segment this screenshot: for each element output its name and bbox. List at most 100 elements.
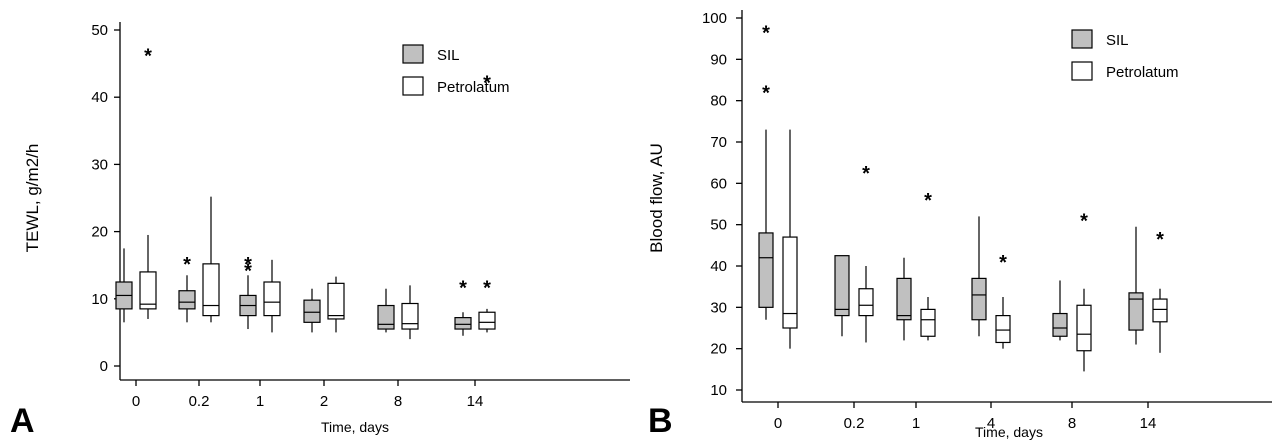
panel-label: A xyxy=(10,402,35,440)
box-body xyxy=(202,263,220,317)
box-sil-0: ** xyxy=(758,22,774,320)
box-body xyxy=(1152,298,1168,323)
box-petrolatum-2 xyxy=(327,276,345,333)
box-body xyxy=(139,271,157,310)
box-body xyxy=(1128,292,1144,331)
outlier-point: * xyxy=(762,22,770,44)
y-tick-label: 80 xyxy=(710,93,727,110)
y-tick-label: 40 xyxy=(91,89,108,106)
y-tick-label: 10 xyxy=(710,382,727,399)
outlier-point: * xyxy=(762,82,770,104)
y-axis-title: Blood flow, AU xyxy=(647,143,666,253)
box-petrolatum-1: * xyxy=(920,190,936,341)
box-petrolatum-0: * xyxy=(139,46,157,319)
box-body xyxy=(377,304,395,330)
legend-swatch xyxy=(1071,29,1093,49)
outlier-point: * xyxy=(144,46,152,68)
box-petrolatum-1 xyxy=(263,259,281,333)
box-sil-1 xyxy=(896,257,912,341)
y-tick-label: 40 xyxy=(710,258,727,275)
box-sil-0 xyxy=(115,248,133,323)
legend-swatch xyxy=(1071,61,1093,81)
legend-label: SIL xyxy=(437,47,460,64)
y-tick-label: 70 xyxy=(710,134,727,151)
x-tick-label: 0.2 xyxy=(189,393,210,410)
box-body xyxy=(995,315,1011,344)
box-sil-14: * xyxy=(454,277,472,336)
panel-a-chart: 0 10 20 30 40 50 0 0.2 1 2 8 14 TEWL, g/m2/h Time, da… xyxy=(10,22,630,440)
box-petrolatum-8 xyxy=(401,285,419,340)
box-body xyxy=(327,282,345,320)
outlier-point: * xyxy=(862,163,870,185)
box-sil-0.2 xyxy=(834,255,850,337)
outlier-point: * xyxy=(1080,210,1088,232)
box-sil-1: ** xyxy=(239,254,257,330)
x-tick-label: 0 xyxy=(132,393,140,410)
legend-item-sil: SIL xyxy=(1071,29,1129,49)
x-tick-label: 14 xyxy=(467,393,484,410)
legend-swatch xyxy=(402,44,424,64)
y-tick-label: 10 xyxy=(91,291,108,308)
x-tick-label: 14 xyxy=(1140,415,1157,432)
box-sil-4 xyxy=(971,216,987,337)
box-body xyxy=(454,317,472,330)
box-body xyxy=(920,308,936,337)
x-tick-label: 4 xyxy=(987,415,995,432)
outlier-point: * xyxy=(244,254,252,276)
box-petrolatum-14: ** xyxy=(478,72,496,333)
y-tick-label: 30 xyxy=(91,156,108,173)
legend-swatch xyxy=(402,76,424,96)
box-body xyxy=(478,311,496,330)
y-tick-label: 20 xyxy=(91,224,108,241)
y-tick-label: 30 xyxy=(710,299,727,316)
box-body xyxy=(834,255,850,317)
y-tick-label: 60 xyxy=(710,175,727,192)
x-tick-label: 1 xyxy=(912,415,920,432)
legend-label: Petrolatum xyxy=(437,79,510,96)
box-petrolatum-0 xyxy=(782,129,798,349)
legend-label: SIL xyxy=(1106,32,1129,49)
box-petrolatum-8: * xyxy=(1076,210,1092,372)
x-tick-label: 2 xyxy=(320,393,328,410)
box-body xyxy=(858,288,874,317)
legend-label: Petrolatum xyxy=(1106,64,1179,81)
y-tick-label: 20 xyxy=(710,341,727,358)
box-body xyxy=(263,281,281,317)
box-sil-0.2: * xyxy=(178,254,196,323)
x-tick-label: 0.2 xyxy=(844,415,865,432)
y-axis-title: TEWL, g/m2/h xyxy=(23,144,42,253)
y-tick-label: 90 xyxy=(710,51,727,68)
box-body xyxy=(401,302,419,330)
x-axis-title: Time, days xyxy=(321,419,389,435)
legend-item-petrolatum: Petrolatum xyxy=(402,76,510,96)
legend-item-petrolatum: Petrolatum xyxy=(1071,61,1179,81)
box-petrolatum-14: * xyxy=(1152,229,1168,353)
outlier-point: * xyxy=(483,277,491,299)
box-body xyxy=(303,299,321,323)
box-sil-8 xyxy=(1052,280,1068,341)
box-body xyxy=(971,277,987,321)
legend-item-sil: SIL xyxy=(402,44,460,64)
y-tick-label: 100 xyxy=(702,10,727,27)
box-body xyxy=(1052,312,1068,337)
outlier-point: * xyxy=(483,72,491,94)
outlier-point: * xyxy=(459,277,467,299)
outlier-point: * xyxy=(999,252,1007,274)
outlier-point: * xyxy=(924,190,932,212)
box-body xyxy=(1076,304,1092,352)
outlier-point: * xyxy=(183,254,191,276)
box-sil-8 xyxy=(377,288,395,333)
x-axis-title: Time, days xyxy=(975,424,1043,440)
y-tick-label: 0 xyxy=(100,358,108,375)
outlier-point: * xyxy=(1156,229,1164,251)
box-sil-14 xyxy=(1128,226,1144,345)
box-body xyxy=(782,236,798,329)
x-tick-label: 8 xyxy=(394,393,402,410)
x-tick-label: 1 xyxy=(256,393,264,410)
box-petrolatum-0.2 xyxy=(202,196,220,323)
box-body xyxy=(896,277,912,321)
y-tick-label: 50 xyxy=(710,217,727,234)
box-sil-2 xyxy=(303,288,321,333)
